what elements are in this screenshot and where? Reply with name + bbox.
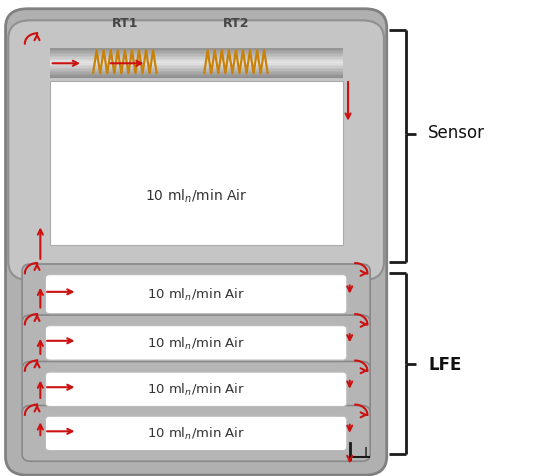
Bar bbox=[50, 54, 343, 55]
Bar bbox=[50, 66, 343, 67]
Text: LFE: LFE bbox=[428, 355, 461, 373]
Bar bbox=[50, 81, 343, 246]
FancyBboxPatch shape bbox=[8, 21, 384, 281]
Text: 10 ml$_n$/min Air: 10 ml$_n$/min Air bbox=[147, 426, 245, 442]
Bar bbox=[50, 49, 343, 50]
Text: 10 ml$_n$/min Air: 10 ml$_n$/min Air bbox=[145, 187, 247, 204]
Bar bbox=[50, 64, 343, 66]
FancyBboxPatch shape bbox=[45, 275, 347, 314]
Bar bbox=[50, 75, 343, 76]
Bar bbox=[50, 69, 343, 70]
Bar bbox=[50, 57, 343, 58]
Text: 10 ml$_n$/min Air: 10 ml$_n$/min Air bbox=[147, 335, 245, 351]
Text: RT2: RT2 bbox=[223, 17, 249, 30]
Bar bbox=[50, 78, 343, 79]
FancyBboxPatch shape bbox=[22, 265, 370, 325]
FancyBboxPatch shape bbox=[22, 362, 370, 417]
Bar bbox=[50, 61, 343, 63]
Bar bbox=[50, 55, 343, 57]
Bar bbox=[50, 67, 343, 69]
Bar bbox=[50, 63, 343, 64]
Text: I: I bbox=[363, 445, 368, 459]
FancyBboxPatch shape bbox=[22, 316, 370, 371]
FancyBboxPatch shape bbox=[6, 10, 387, 475]
FancyBboxPatch shape bbox=[22, 406, 370, 461]
Bar bbox=[50, 70, 343, 72]
Bar bbox=[50, 52, 343, 54]
Bar bbox=[50, 73, 343, 75]
Text: 10 ml$_n$/min Air: 10 ml$_n$/min Air bbox=[147, 287, 245, 303]
Bar bbox=[50, 50, 343, 52]
Text: RT1: RT1 bbox=[112, 17, 138, 30]
FancyBboxPatch shape bbox=[45, 416, 347, 451]
FancyBboxPatch shape bbox=[45, 372, 347, 407]
Bar bbox=[50, 58, 343, 60]
Bar bbox=[50, 60, 343, 61]
Bar bbox=[50, 72, 343, 73]
Text: 10 ml$_n$/min Air: 10 ml$_n$/min Air bbox=[147, 381, 245, 397]
Text: Sensor: Sensor bbox=[428, 123, 485, 141]
Bar bbox=[50, 76, 343, 78]
FancyBboxPatch shape bbox=[45, 326, 347, 360]
